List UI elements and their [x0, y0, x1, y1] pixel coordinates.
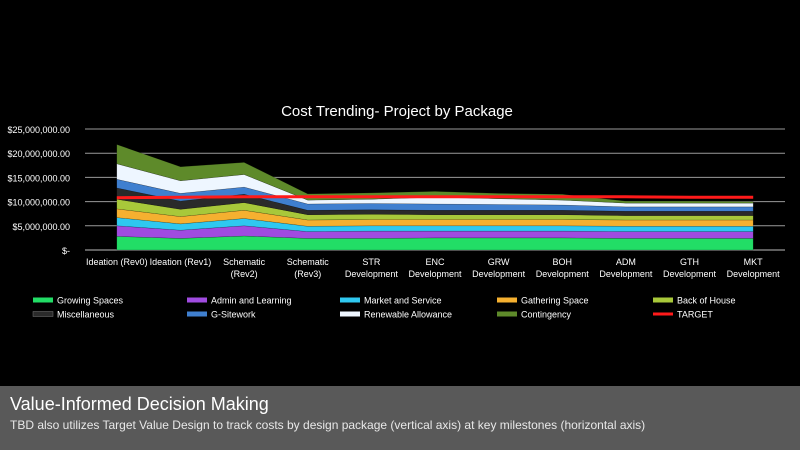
x-tick-label: MKT Development: [727, 257, 781, 279]
legend-label-admin-and-learning: Admin and Learning: [211, 296, 292, 306]
area-back-of-house: [116, 198, 754, 221]
x-tick-label: Schematic (Rev2): [223, 257, 266, 279]
x-tick-label: BOH Development: [536, 257, 590, 279]
x-tick-label: Ideation (Rev1): [150, 257, 212, 267]
legend-swatch-contingency: [497, 311, 517, 317]
legend-label-market-and-service: Market and Service: [364, 296, 442, 306]
legend-label-g-sitework: G-Sitework: [211, 310, 256, 320]
x-tick-label: STR Development: [345, 257, 399, 279]
area-gathering-space: [116, 208, 754, 227]
legend-label-contingency: Contingency: [521, 310, 572, 320]
legend-label-back-of-house: Back of House: [677, 296, 736, 306]
y-tick-label: $-: [62, 246, 70, 256]
y-tick-label: $10,000,000.00: [7, 198, 70, 208]
legend-swatch-growing-spaces: [33, 297, 53, 303]
area-g-sitework: [116, 178, 754, 212]
y-tick-label: $15,000,000.00: [7, 173, 70, 183]
y-tick-label: $25,000,000.00: [7, 125, 70, 135]
legend-swatch-renewable-allowance: [340, 311, 360, 317]
x-tick-label: ENC Development: [408, 257, 462, 279]
y-tick-label: $20,000,000.00: [7, 149, 70, 159]
y-tick-label: $5,000,000.00: [12, 222, 70, 232]
legend-swatch-target: [653, 312, 673, 316]
legend-label-miscellaneous: Miscellaneous: [57, 310, 115, 320]
legend-label-target: TARGET: [677, 310, 713, 320]
legend-swatch-miscellaneous: [32, 311, 54, 317]
legend-label-renewable-allowance: Renewable Allowance: [364, 310, 452, 320]
legend-label-growing-spaces: Growing Spaces: [57, 296, 124, 306]
cost-trending-chart: Cost Trending- Project by Package $25,00…: [7, 103, 785, 320]
target-line: [116, 195, 754, 200]
legend-swatch-gathering-space: [497, 297, 517, 303]
caption-title: Value-Informed Decision Making: [10, 394, 269, 414]
x-tick-label: GRW Development: [472, 257, 526, 279]
caption-bar: Value-Informed Decision Making TBD also …: [0, 386, 800, 450]
legend-swatch-back-of-house: [653, 297, 673, 303]
area-contingency: [116, 144, 754, 204]
legend-swatch-admin-and-learning: [187, 297, 207, 303]
x-tick-label: Schematic (Rev3): [287, 257, 330, 279]
x-tick-label: GTH Development: [663, 257, 717, 279]
legend-swatch-g-sitework: [187, 311, 207, 317]
legend-label-gathering-space: Gathering Space: [521, 296, 589, 306]
caption-description: TBD also utilizes Target Value Design to…: [10, 418, 646, 432]
legend-swatch-market-and-service: [340, 297, 360, 303]
x-tick-label: ADM Development: [599, 257, 653, 279]
chart-title: Cost Trending- Project by Package: [281, 103, 513, 120]
x-tick-label: Ideation (Rev0): [86, 257, 148, 267]
